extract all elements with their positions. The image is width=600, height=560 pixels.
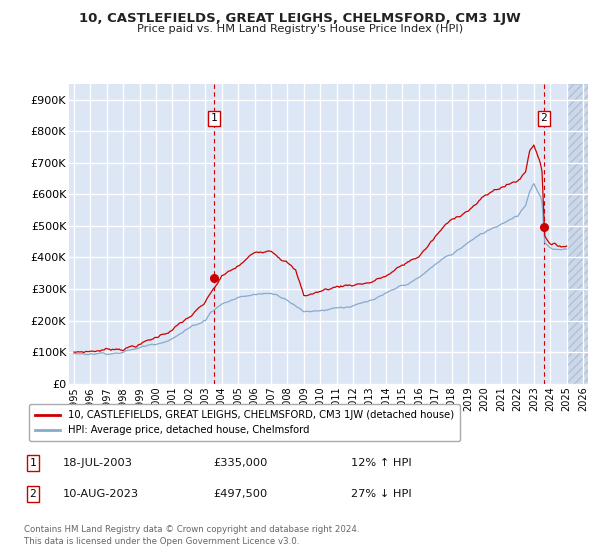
Text: 1: 1 xyxy=(211,114,218,123)
Text: £497,500: £497,500 xyxy=(213,489,267,499)
Text: £335,000: £335,000 xyxy=(213,458,268,468)
Text: Price paid vs. HM Land Registry's House Price Index (HPI): Price paid vs. HM Land Registry's House … xyxy=(137,24,463,34)
Legend: 10, CASTLEFIELDS, GREAT LEIGHS, CHELMSFORD, CM3 1JW (detached house), HPI: Avera: 10, CASTLEFIELDS, GREAT LEIGHS, CHELMSFO… xyxy=(29,404,460,441)
Text: Contains HM Land Registry data © Crown copyright and database right 2024.
This d: Contains HM Land Registry data © Crown c… xyxy=(24,525,359,546)
Bar xyxy=(566,84,591,384)
Text: 2: 2 xyxy=(29,489,37,499)
Text: 18-JUL-2003: 18-JUL-2003 xyxy=(63,458,133,468)
Text: 10-AUG-2023: 10-AUG-2023 xyxy=(63,489,139,499)
Text: 2: 2 xyxy=(540,114,547,123)
Text: 1: 1 xyxy=(29,458,37,468)
Text: 10, CASTLEFIELDS, GREAT LEIGHS, CHELMSFORD, CM3 1JW: 10, CASTLEFIELDS, GREAT LEIGHS, CHELMSFO… xyxy=(79,12,521,25)
Text: 27% ↓ HPI: 27% ↓ HPI xyxy=(351,489,412,499)
Text: 12% ↑ HPI: 12% ↑ HPI xyxy=(351,458,412,468)
